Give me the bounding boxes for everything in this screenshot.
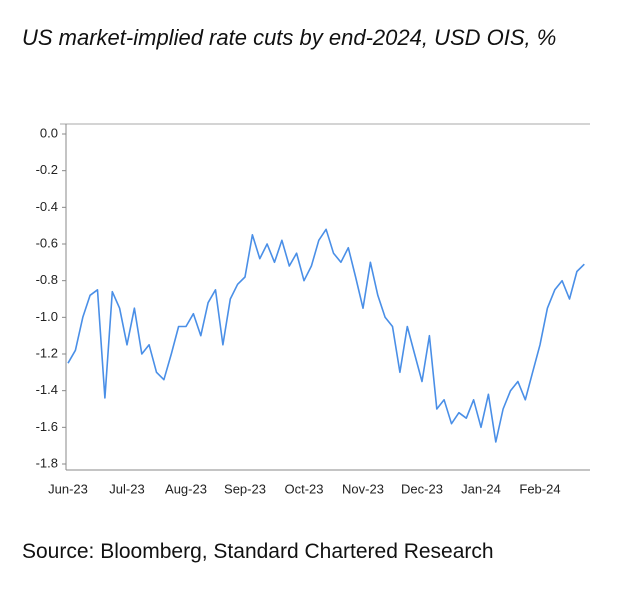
y-tick-label: -1.8 [36,455,58,470]
chart-title: US market-implied rate cuts by end-2024,… [22,25,557,50]
x-tick-label: Nov-23 [342,481,384,496]
x-tick-label: Jun-23 [48,481,88,496]
y-tick-label: -1.2 [36,345,58,360]
x-tick-label: Jul-23 [109,481,144,496]
y-tick-label: -1.0 [36,309,58,324]
y-tick-label: -0.4 [36,199,58,214]
y-tick-label: -0.8 [36,272,58,287]
y-tick-label: -0.2 [36,162,58,177]
data-line [67,228,585,443]
y-tick-label: -1.6 [36,419,58,434]
x-tick-label: Aug-23 [165,481,207,496]
x-tick-label: Feb-24 [519,481,560,496]
x-tick-label: Jan-24 [461,481,501,496]
y-tick-label: -1.4 [36,382,58,397]
x-tick-label: Sep-23 [224,481,266,496]
x-tick-label: Dec-23 [401,481,443,496]
x-tick-label: Oct-23 [284,481,323,496]
source-note: Source: Bloomberg, Standard Chartered Re… [22,540,494,563]
y-tick-label: 0.0 [40,125,58,140]
y-tick-label: -0.6 [36,235,58,250]
